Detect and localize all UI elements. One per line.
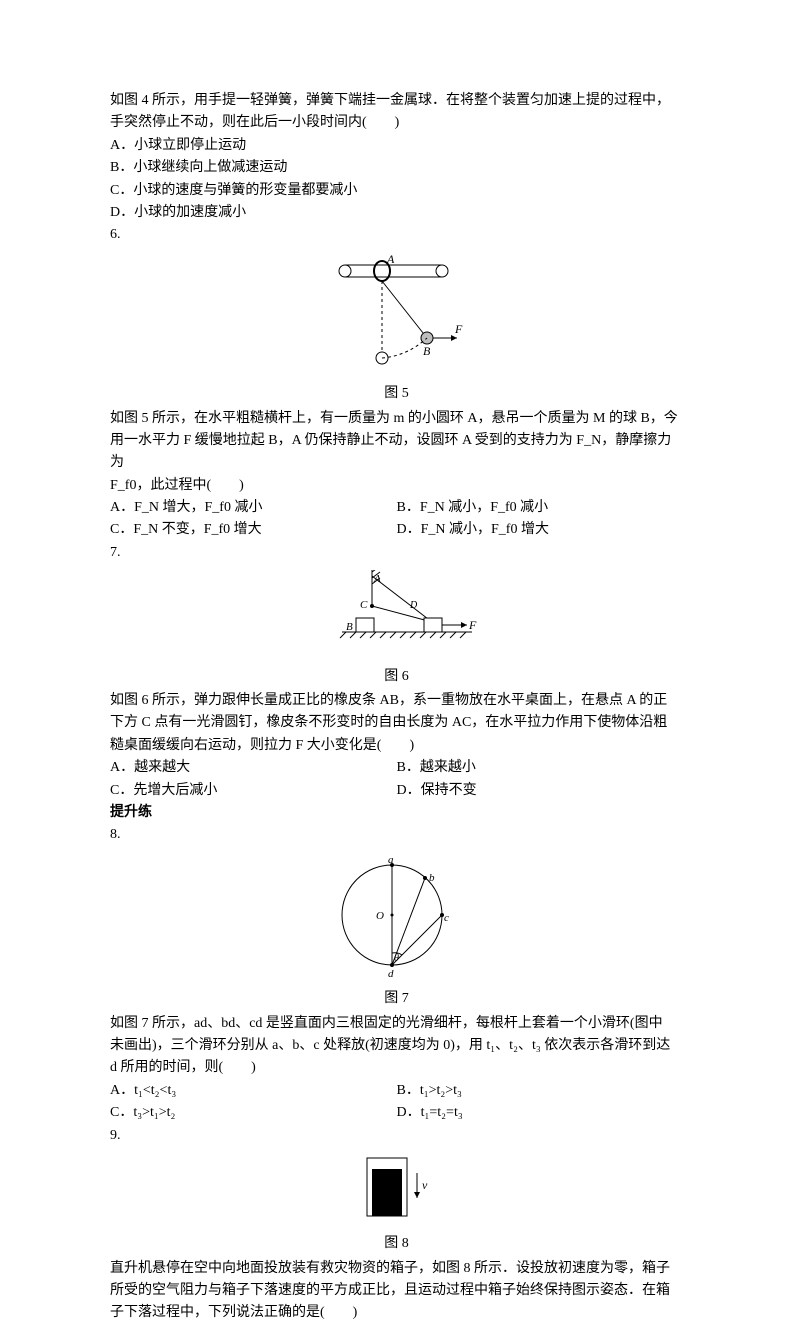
q7-stem-line3: d 所用的时间，则( ) (110, 1057, 683, 1079)
q8-stem-line3: 子下落过程中，下列说法正确的是( ) (110, 1302, 683, 1324)
figure-8: v 图 8 (110, 1153, 683, 1256)
section-heading: 提升练 (110, 802, 683, 824)
figure-5: A B F 图 5 (110, 253, 683, 406)
fig6-label-c: C (360, 599, 368, 611)
q4-opt-d[interactable]: D．小球的加速度减小 (110, 202, 683, 224)
q4-stem-line2: 手突然停止不动，则在此后一小段时间内( ) (110, 112, 683, 134)
q7-opt-a[interactable]: A．t₁<t₂<t₃ (110, 1080, 397, 1102)
q4-stem-line1: 如图 4 所示，用手提一轻弹簧，弹簧下端挂一金属球．在将整个装置匀加速上提的过程… (110, 90, 683, 112)
fig7-label-o: O (376, 910, 384, 922)
q4-opt-c[interactable]: C．小球的速度与弹簧的形变量都要减小 (110, 180, 683, 202)
q5-opt-d[interactable]: D．F_N 减小，F_f0 增大 (397, 519, 684, 541)
fig7-label-d: d (388, 968, 394, 978)
figure-7: a b c d O θ 图 7 (110, 853, 683, 1011)
q7-opt-b[interactable]: B．t₁>t₂>t₃ (397, 1080, 684, 1102)
q6-stem-line2: 下方 C 点有一光滑圆钉，橡皮条不形变时的自由长度为 AC，在水平拉力作用下使物… (110, 712, 683, 734)
q7-opt-c[interactable]: C．t₃>t₁>t₂ (110, 1102, 397, 1124)
fig5-label-a: A (386, 253, 395, 266)
fig7-label-theta: θ (394, 953, 399, 964)
q5-opt-a[interactable]: A．F_N 增大，F_f0 减小 (110, 497, 397, 519)
q7-number: 7. (110, 542, 683, 564)
q6-opt-b[interactable]: B．越来越小 (397, 757, 684, 779)
q7-opt-d[interactable]: D．t₁=t₂=t₃ (397, 1102, 684, 1124)
q8-stem-line2: 所受的空气阻力与箱子下落速度的平方成正比，且运动过程中箱子始终保持图示姿态．在箱 (110, 1280, 683, 1302)
q5-stem-text1: 如图 5 所示，在水平粗糙横杆上，有一质量为 m 的小圆环 A，悬吊一个质量为 … (110, 411, 678, 426)
fig6-label-f: F (468, 618, 477, 632)
figure-8-caption: 图 8 (110, 1233, 683, 1255)
q5-stem-line2: 用一水平力 F 缓慢地拉起 B，A 仍保持静止不动，设圆环 A 受到的支持力为 … (110, 430, 683, 475)
q4-opt-a[interactable]: A．小球立即停止运动 (110, 135, 683, 157)
q5-stem-line1: 如图 5 所示，在水平粗糙横杆上，有一质量为 m 的小圆环 A，悬吊一个质量为 … (110, 408, 683, 430)
figure-5-caption: 图 5 (110, 383, 683, 405)
q8-stem-line1: 直升机悬停在空中向地面投放装有救灾物资的箱子，如图 8 所示．设投放初速度为零，… (110, 1258, 683, 1280)
q6-number: 6. (110, 224, 683, 246)
q8-number: 8. (110, 824, 683, 846)
q7-stem-line2: 未画出)，三个滑环分别从 a、b、c 处释放(初速度均为 0)，用 t₁、t₂、… (110, 1035, 683, 1057)
fig6-label-b: B (346, 621, 353, 633)
q6-stem-line1: 如图 6 所示，弹力跟伸长量成正比的橡皮条 AB，系一重物放在水平桌面上，在悬点… (110, 690, 683, 712)
q4-opt-b[interactable]: B．小球继续向上做减速运动 (110, 157, 683, 179)
q5-opt-b[interactable]: B．F_N 减小，F_f0 减小 (397, 497, 684, 519)
fig7-label-c: c (444, 912, 449, 924)
q6-opt-d[interactable]: D．保持不变 (397, 780, 684, 802)
fig6-label-d: D (409, 600, 418, 611)
q7-stem-line1: 如图 7 所示，ad、bd、cd 是竖直面内三根固定的光滑细杆，每根杆上套着一个… (110, 1013, 683, 1035)
q5-stem-line3: F_f0，此过程中( ) (110, 475, 683, 497)
q6-opt-c[interactable]: C．先增大后减小 (110, 780, 397, 802)
fig8-label-v: v (422, 1178, 428, 1192)
q6-stem-line3: 糙桌面缓缓向右运动，则拉力 F 大小变化是( ) (110, 735, 683, 757)
figure-6-caption: 图 6 (110, 666, 683, 688)
q9-number: 9. (110, 1125, 683, 1147)
fig5-label-f: F (454, 322, 463, 336)
figure-7-caption: 图 7 (110, 988, 683, 1010)
fig5-label-b: B (423, 344, 431, 358)
fig7-label-b: b (429, 872, 435, 884)
fig6-label-a: A (373, 573, 381, 585)
figure-6: A C D B F 图 6 (110, 570, 683, 688)
q5-opt-c[interactable]: C．F_N 不变，F_f0 增大 (110, 519, 397, 541)
q6-opt-a[interactable]: A．越来越大 (110, 757, 397, 779)
